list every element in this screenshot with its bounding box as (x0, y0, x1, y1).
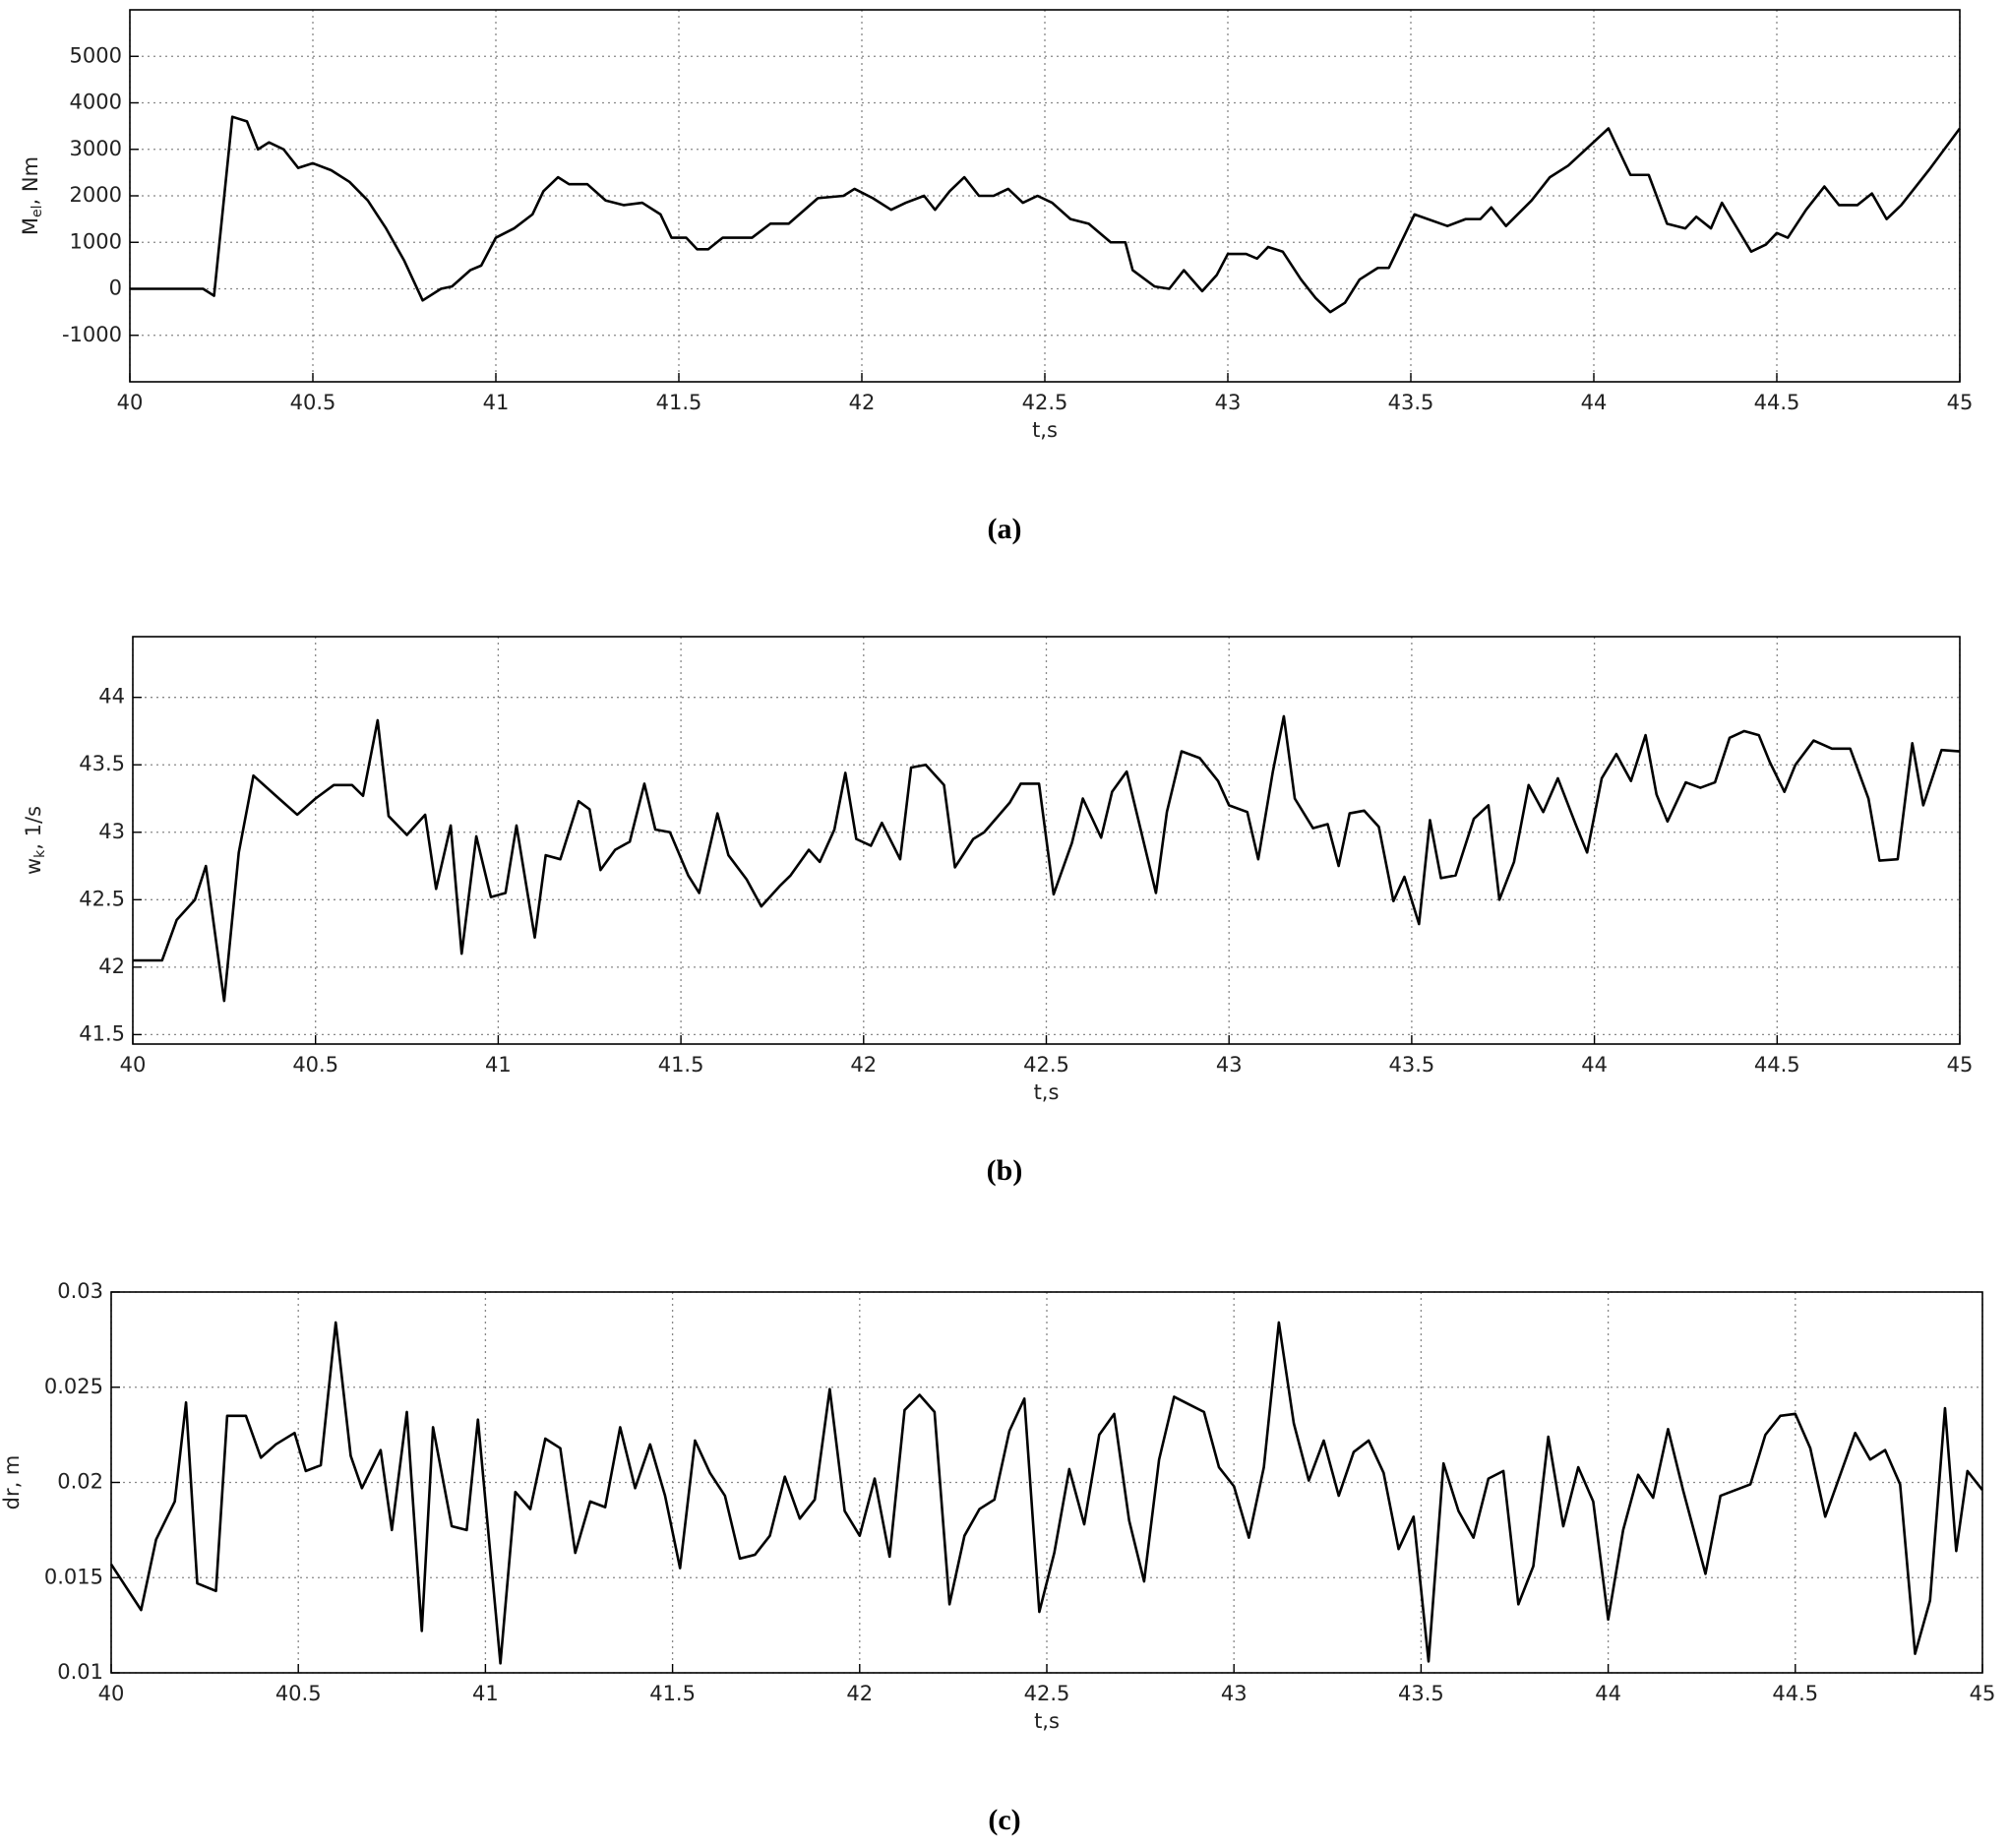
x-tick-label: 44 (1595, 1682, 1621, 1705)
y-label-rest: , Nm (19, 156, 42, 206)
x-tick-label: 41 (485, 1053, 512, 1077)
y-tick-label: 1000 (70, 229, 122, 253)
chart-panel: 40 40.5 41 41.5 42 42.5 43 43.5 44 44.5 45 -1000 0 10… (19, 9, 1974, 545)
plot-frame (129, 9, 1961, 383)
y-tick-label: 41.5 (79, 1021, 125, 1045)
x-tick-label: 42 (846, 1682, 873, 1705)
chart-panel: 40 40.5 41 41.5 42 42.5 43 43.5 44 44.5 45 41.5 42 42… (22, 636, 1974, 1187)
y-tick-label: 0.015 (44, 1565, 103, 1588)
x-tick-label: 40.5 (275, 1682, 322, 1705)
x-tick-label: 43.5 (1388, 391, 1434, 414)
y-label-rest: , 1/s (22, 806, 45, 850)
y-tick-label: 43 (98, 820, 125, 843)
x-tick-label: 40 (98, 1682, 125, 1705)
x-tick-label: 44.5 (1772, 1682, 1818, 1705)
y-tick-label: -1000 (62, 323, 122, 346)
x-tick-label: 43 (1221, 1682, 1248, 1705)
x-tick-label: 41.5 (656, 391, 702, 414)
y-label-sub: el (30, 205, 45, 217)
x-tick-label: 43 (1216, 1053, 1243, 1077)
x-tick-label: 40.5 (292, 1053, 338, 1077)
chart-panel: 40 40.5 41 41.5 42 42.5 43 43.5 44 44.5 45 0.01 0.01… (0, 1279, 1995, 1836)
x-tick-label: 41.5 (649, 1682, 696, 1705)
x-axis-label: t,s (1034, 1080, 1060, 1104)
y-label-main: w (22, 858, 45, 875)
x-tick-label: 44.5 (1754, 391, 1800, 414)
x-tick-label: 41 (483, 391, 510, 414)
x-tick-label: 40 (120, 1053, 147, 1077)
x-tick-label: 43.5 (1398, 1682, 1444, 1705)
y-tick-label: 0.01 (57, 1660, 103, 1684)
y-label-sub: k (32, 849, 48, 858)
data-line (109, 1321, 1984, 1665)
x-tick-label: 42.5 (1023, 1053, 1069, 1077)
x-tick-label: 40 (117, 391, 144, 414)
y-tick-label: 0.03 (57, 1279, 103, 1303)
y-axis-label: Mel, Nm (19, 156, 45, 235)
x-tick-label: 45 (1947, 391, 1974, 414)
x-tick-label: 41.5 (658, 1053, 704, 1077)
x-tick-label: 45 (1947, 1053, 1974, 1077)
y-tick-label: 5000 (70, 43, 122, 67)
caption: (b) (987, 1154, 1023, 1187)
x-axis-label: t,s (1032, 418, 1058, 442)
y-tick-label: 42.5 (79, 887, 125, 910)
y-tick-label: 43.5 (79, 752, 125, 775)
x-tick-label: 40.5 (290, 391, 336, 414)
x-tick-label: 43 (1215, 391, 1242, 414)
x-tick-label: 43.5 (1389, 1053, 1435, 1077)
plot-frame (110, 1291, 1983, 1674)
x-tick-label: 45 (1970, 1682, 1996, 1705)
x-tick-label: 42.5 (1022, 391, 1068, 414)
y-tick-label: 2000 (70, 183, 122, 207)
x-tick-label: 42 (850, 1053, 877, 1077)
x-tick-label: 44 (1581, 391, 1608, 414)
y-tick-label: 0.02 (57, 1470, 103, 1494)
y-tick-label: 0.025 (44, 1375, 103, 1398)
plot-frame (132, 636, 1961, 1045)
y-tick-label: 0 (109, 277, 122, 300)
y-label-main: dr, m (0, 1455, 24, 1510)
caption: (a) (988, 513, 1022, 545)
y-tick-label: 44 (98, 685, 125, 708)
y-tick-label: 4000 (70, 91, 122, 114)
x-tick-label: 44.5 (1754, 1053, 1800, 1077)
caption: (c) (988, 1804, 1020, 1836)
x-axis-label: t,s (1034, 1709, 1060, 1733)
y-axis-label: wk, 1/s (22, 806, 48, 875)
y-tick-label: 3000 (70, 137, 122, 160)
data-line (130, 115, 1962, 314)
x-tick-label: 44 (1581, 1053, 1608, 1077)
y-label-main: M (19, 217, 42, 235)
x-tick-label: 41 (472, 1682, 499, 1705)
data-line (133, 714, 1961, 1003)
x-tick-label: 42 (849, 391, 876, 414)
x-tick-label: 42.5 (1024, 1682, 1070, 1705)
y-axis-label: dr, m (0, 1455, 24, 1510)
y-tick-label: 42 (98, 955, 125, 978)
